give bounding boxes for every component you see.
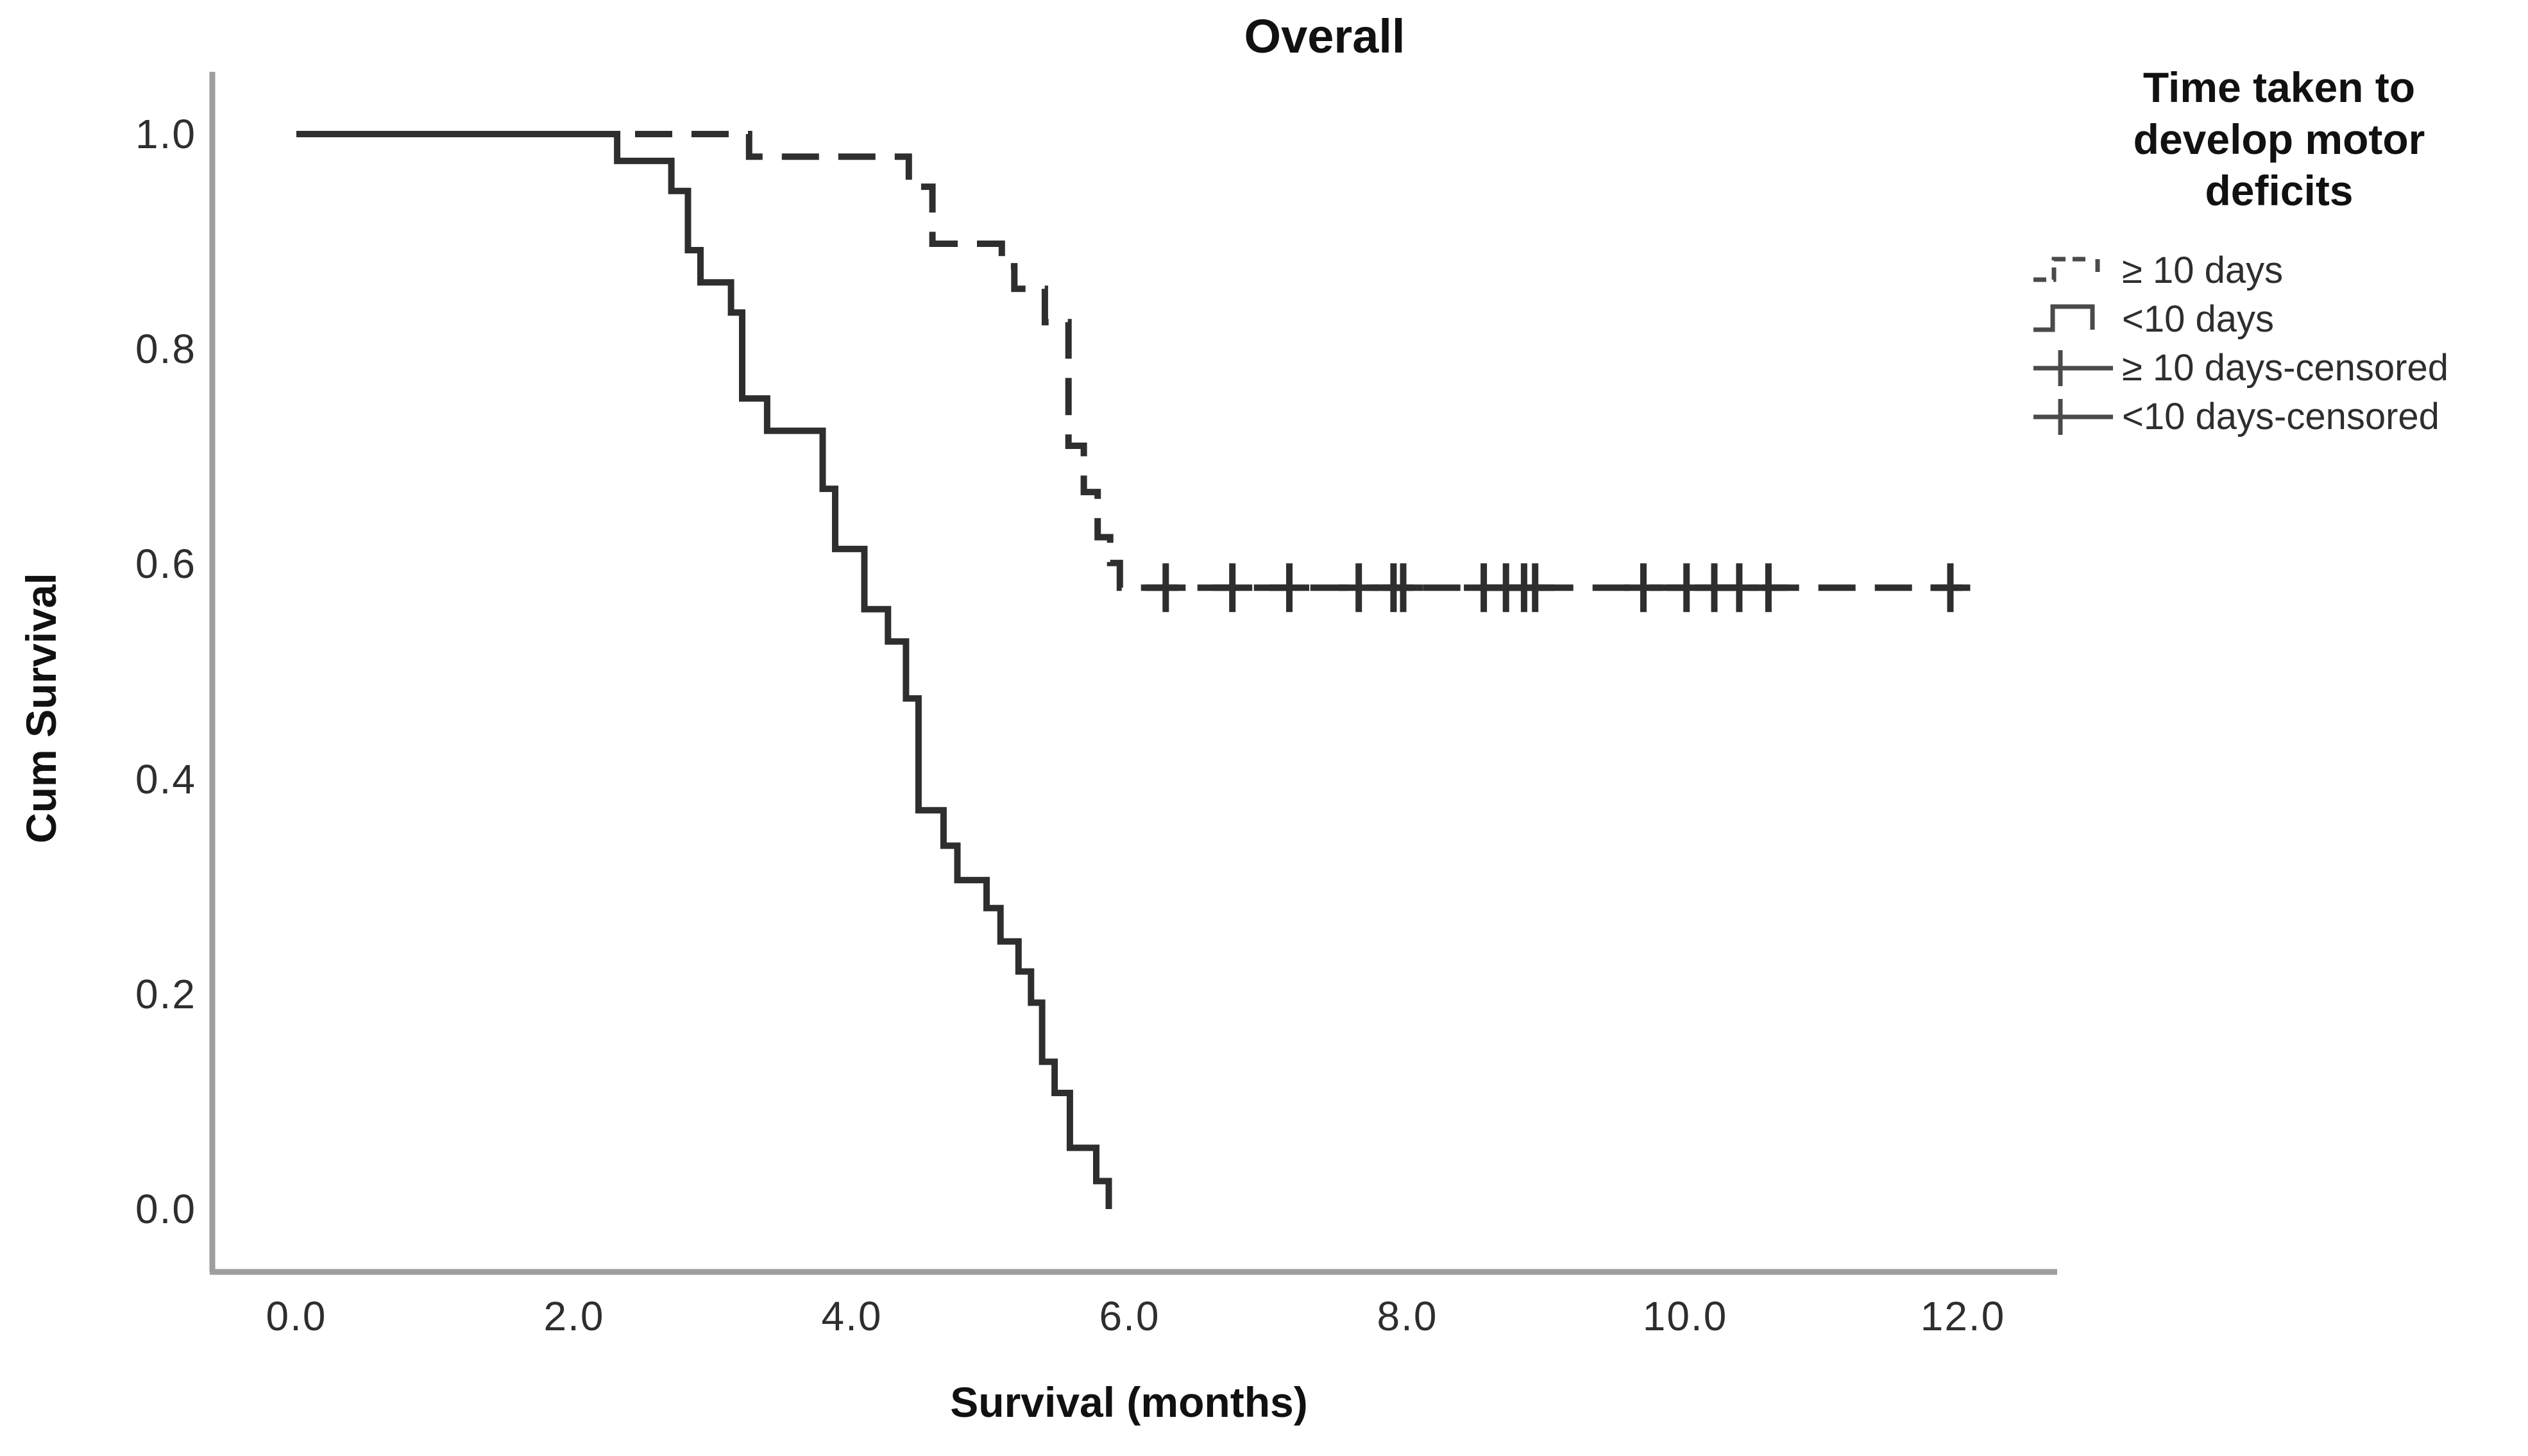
censor-mark [1146, 563, 1186, 613]
censor-mark [1930, 563, 1971, 613]
plus-censor-marker-icon [2033, 398, 2113, 435]
x-tick-label: 12.0 [1920, 1293, 2006, 1339]
censor-mark [1383, 563, 1423, 613]
legend-item-ge10-days-censored: ≥ 10 days-censored [2032, 344, 2526, 393]
x-tick-label: 8.0 [1377, 1293, 1438, 1339]
x-tick-label: 0.0 [266, 1293, 327, 1339]
censor-mark [1212, 563, 1253, 613]
censor-mark [1269, 563, 1309, 613]
y-tick-label: 0.4 [135, 756, 196, 802]
x-tick-label: 6.0 [1099, 1293, 1160, 1339]
legend-item-label: ≥ 10 days [2122, 250, 2284, 292]
series-line-1 [296, 131, 1112, 1209]
y-tick-label: 0.8 [135, 326, 196, 372]
legend-item-label: <10 days [2122, 298, 2275, 341]
legend-item-lt10-days: <10 days [2032, 295, 2526, 344]
series-line-0 [296, 131, 1963, 591]
legend-title-line: deficits [2205, 167, 2354, 215]
x-tick-label: 10.0 [1642, 1293, 1728, 1339]
chart-title: Overall [1244, 10, 1405, 63]
legend-item-ge10-days: ≥ 10 days [2032, 246, 2526, 295]
legend-item-label: <10 days-censored [2122, 396, 2439, 438]
legend-title: Time taken to develop motor deficits [2032, 62, 2526, 217]
legend: Time taken to develop motor deficits ≥ 1… [2032, 62, 2526, 441]
y-axis-title: Cum Survival [17, 573, 65, 843]
legend-items: ≥ 10 days <10 days ≥ 10 days-censored <1… [2032, 246, 2526, 441]
censor-mark [1339, 563, 1379, 613]
y-tick-label: 0.0 [135, 1186, 196, 1232]
y-tick-label: 1.0 [135, 111, 196, 157]
legend-item-label: ≥ 10 days-censored [2122, 347, 2449, 389]
dashed-step-line-icon [2033, 257, 2100, 282]
x-tick-label: 2.0 [543, 1293, 605, 1339]
x-tick-label: 4.0 [821, 1293, 883, 1339]
censor-mark [1624, 563, 1663, 613]
censor-mark [1748, 563, 1788, 613]
x-axis-title: Survival (months) [950, 1378, 1308, 1426]
legend-title-line: Time taken to [2142, 63, 2416, 111]
plus-censor-marker-icon [2033, 350, 2113, 386]
censor-mark [1515, 563, 1556, 613]
legend-title-line: develop motor [2133, 115, 2425, 163]
legend-item-lt10-days-censored: <10 days-censored [2032, 393, 2526, 441]
y-tick-label: 0.6 [135, 541, 196, 587]
solid-step-line-icon [2033, 304, 2095, 332]
y-tick-label: 0.2 [135, 971, 196, 1017]
